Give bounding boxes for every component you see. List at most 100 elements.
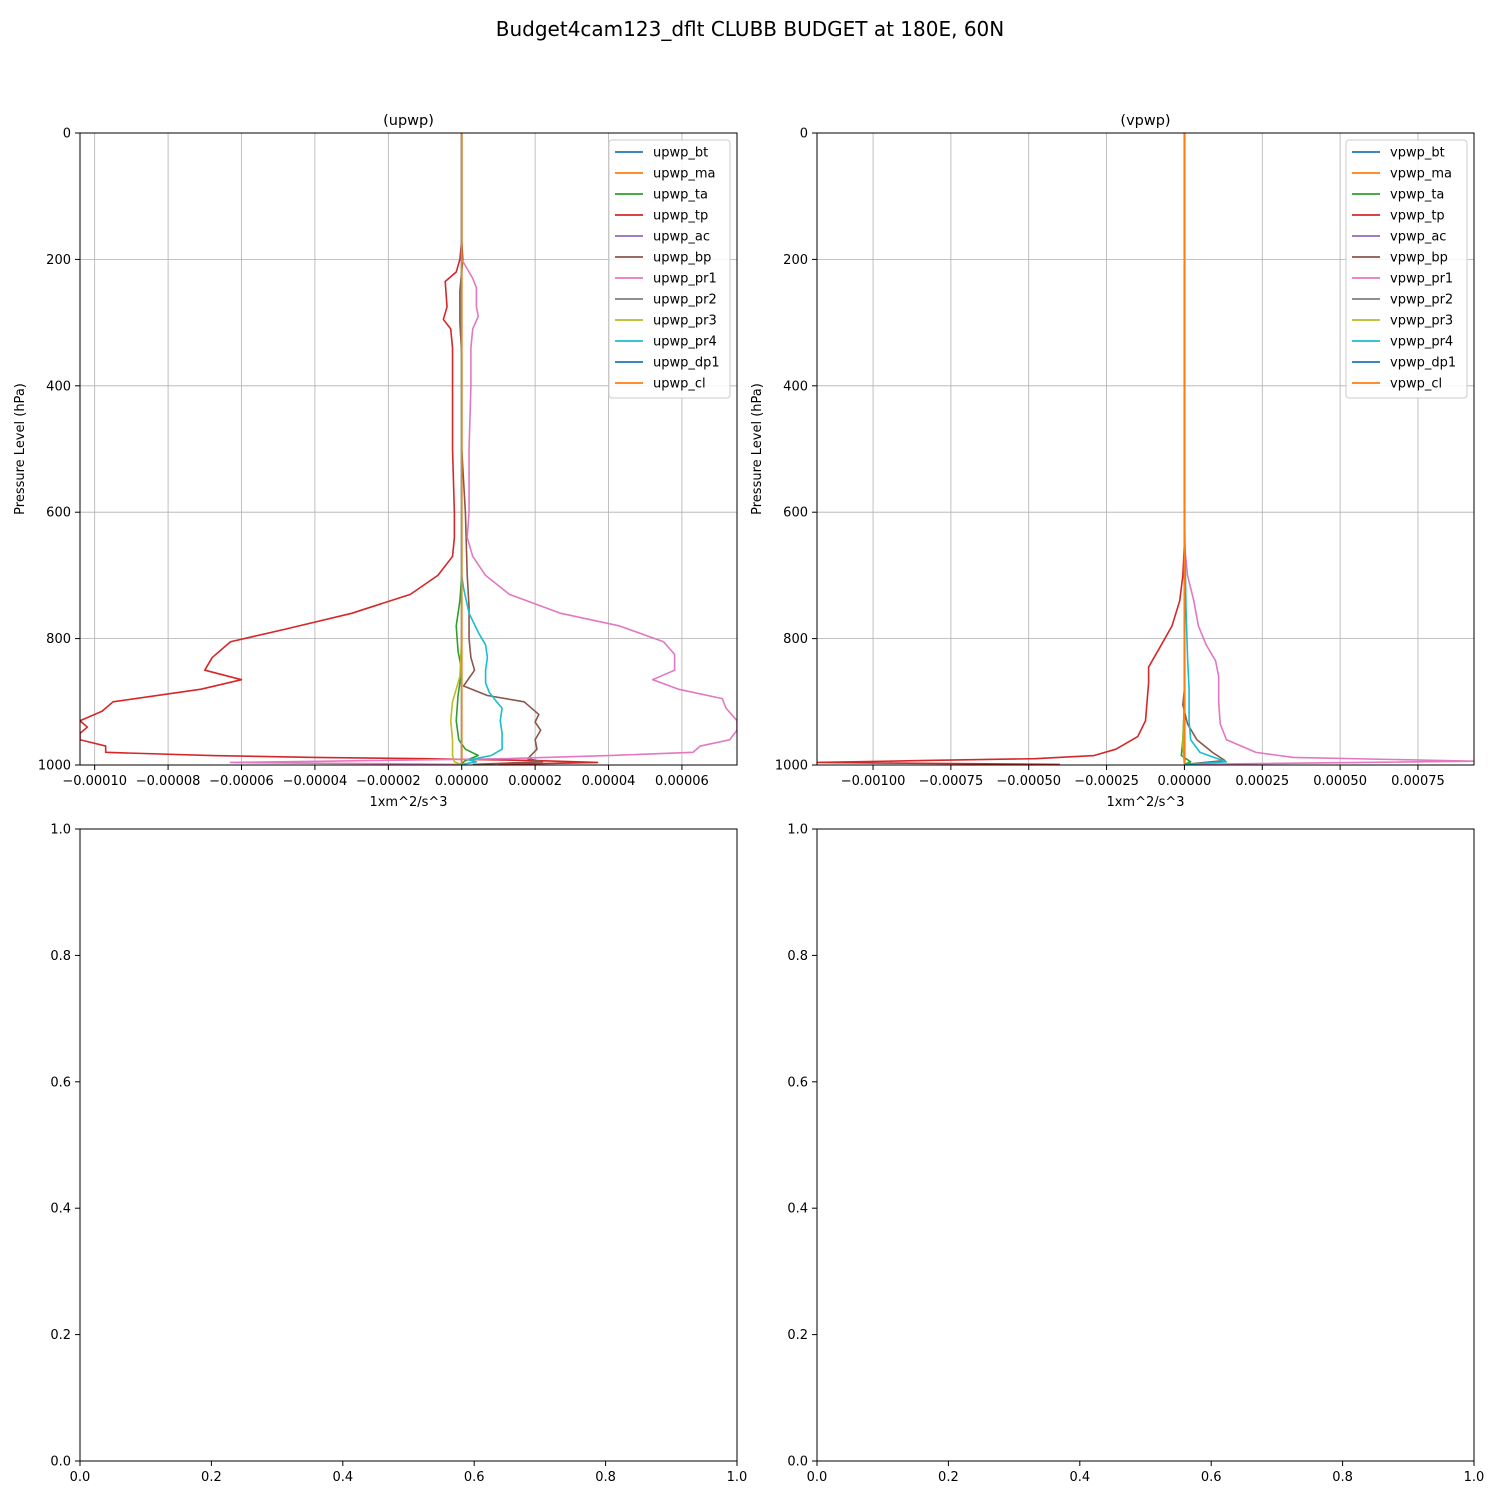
axes-frame <box>816 132 1475 766</box>
x-tick-label: 0.4 <box>332 1470 353 1485</box>
y-tick-label: 600 <box>783 506 808 521</box>
y-tick-label: 200 <box>46 253 71 268</box>
legend-label-vpwp_pr2: vpwp_pr2 <box>1390 293 1453 308</box>
series-line-vpwp_pr1 <box>1183 133 1474 765</box>
y-tick-label: 0 <box>800 127 808 142</box>
legend-label-vpwp_bt: vpwp_bt <box>1390 146 1445 161</box>
subplot-1: −0.00010 −0.00008 −0.00006 −0.00004 −0.00002… <box>13 113 738 810</box>
legend: vpwp_bt vpwp_ma vpwp_ta vpwp_tp vpwp_ac vpwp_… <box>1345 139 1468 399</box>
x-tick-label: −0.00002 <box>356 774 421 789</box>
x-tick-label: −0.00004 <box>283 774 348 789</box>
y-tick-label: 0.8 <box>50 949 71 964</box>
y-axis-label: Pressure Level (hPa) <box>750 383 765 515</box>
x-tick-label: −0.00100 <box>841 774 906 789</box>
x-tick-label: 0.0 <box>807 1470 828 1485</box>
legend-label-upwp_pr3: upwp_pr3 <box>653 314 717 329</box>
y-tick-label: 0.6 <box>50 1075 71 1090</box>
x-tick-label: 1.0 <box>727 1470 748 1485</box>
legend-label-upwp_ma: upwp_ma <box>653 167 716 182</box>
x-tick-label: 0.00004 <box>582 774 636 789</box>
y-tick-label: 1.0 <box>50 823 71 838</box>
x-tick-label: −0.00010 <box>62 774 127 789</box>
legend-label-upwp_pr1: upwp_pr1 <box>653 272 717 287</box>
x-tick-label: 0.2 <box>938 1470 959 1485</box>
legend-label-vpwp_tp: vpwp_tp <box>1390 209 1445 224</box>
y-tick-label: 1000 <box>775 759 808 774</box>
subplot-4: 0.0 0.2 0.4 0.6 0.8 1.0 0.0 0.2 0.4 0.6 0.8 1.0 <box>787 823 1484 1486</box>
legend-label-vpwp_bp: vpwp_bp <box>1390 251 1448 266</box>
tick-marks: −0.00010 −0.00008 −0.00006 −0.00004 −0.00002… <box>38 127 709 790</box>
legend-label-upwp_ta: upwp_ta <box>653 188 708 203</box>
legend-label-vpwp_ac: vpwp_ac <box>1390 230 1446 245</box>
subplot-2: −0.00100 −0.00075 −0.00050 −0.00025 0.00000 0… <box>750 113 1475 810</box>
y-tick-label: 0.4 <box>787 1202 808 1217</box>
legend-label-vpwp_pr1: vpwp_pr1 <box>1390 272 1453 287</box>
series-line-upwp_pr1 <box>229 133 737 765</box>
x-tick-label: 0.00006 <box>655 774 709 789</box>
y-tick-label: 0.2 <box>787 1328 808 1343</box>
legend-label-upwp_bt: upwp_bt <box>653 146 708 161</box>
x-tick-label: 0.4 <box>1069 1470 1090 1485</box>
axes-frame <box>79 132 738 766</box>
legend-label-vpwp_dp1: vpwp_dp1 <box>1390 356 1456 371</box>
x-tick-label: 0.00075 <box>1391 774 1445 789</box>
series-group <box>80 133 737 765</box>
legend-label-upwp_dp1: upwp_dp1 <box>653 356 720 371</box>
x-tick-label: −0.00050 <box>996 774 1061 789</box>
x-tick-label: 0.8 <box>595 1470 616 1485</box>
axes-title: (upwp) <box>383 113 434 129</box>
legend-label-vpwp_ma: vpwp_ma <box>1390 167 1452 182</box>
tick-marks: −0.00100 −0.00075 −0.00050 −0.00025 0.00000 0… <box>775 127 1445 790</box>
legend-label-vpwp_pr4: vpwp_pr4 <box>1390 335 1453 350</box>
y-tick-label: 0.0 <box>787 1455 808 1470</box>
legend-box <box>608 139 731 399</box>
x-tick-label: 0.00000 <box>1158 774 1212 789</box>
legend-label-vpwp_ta: vpwp_ta <box>1390 188 1444 203</box>
x-tick-label: −0.00008 <box>136 774 201 789</box>
x-tick-label: 0.2 <box>201 1470 222 1485</box>
y-tick-label: 800 <box>46 632 71 647</box>
tick-marks: 0.0 0.2 0.4 0.6 0.8 1.0 0.0 0.2 0.4 0.6 0.8 1.0 <box>787 823 1484 1486</box>
series-line-vpwp_tp <box>817 133 1186 765</box>
legend-label-upwp_bp: upwp_bp <box>653 251 711 266</box>
x-tick-label: 1.0 <box>1464 1470 1485 1485</box>
y-tick-label: 800 <box>783 632 808 647</box>
legend-label-upwp_cl: upwp_cl <box>653 377 706 392</box>
x-axis-label: 1xm^2/s^3 <box>1106 795 1184 810</box>
axes-frame <box>79 828 738 1462</box>
x-tick-label: −0.00006 <box>209 774 274 789</box>
axes-title: (vpwp) <box>1120 113 1170 129</box>
y-tick-label: 0.6 <box>787 1075 808 1090</box>
x-tick-label: 0.00000 <box>435 774 489 789</box>
tick-marks: 0.0 0.2 0.4 0.6 0.8 1.0 0.0 0.2 0.4 0.6 0.8 1.0 <box>50 823 747 1486</box>
legend-label-upwp_pr2: upwp_pr2 <box>653 293 717 308</box>
series-group <box>817 133 1474 765</box>
y-tick-label: 0.2 <box>50 1328 71 1343</box>
legend-label-upwp_pr4: upwp_pr4 <box>653 335 717 350</box>
legend: upwp_bt upwp_ma upwp_ta upwp_tp upwp_ac upwp_… <box>608 139 731 399</box>
legend-label-vpwp_pr3: vpwp_pr3 <box>1390 314 1453 329</box>
x-tick-label: 0.6 <box>464 1470 485 1485</box>
y-tick-label: 600 <box>46 506 71 521</box>
y-tick-label: 0.8 <box>787 949 808 964</box>
y-axis-label: Pressure Level (hPa) <box>13 383 28 515</box>
y-tick-label: 1.0 <box>787 823 808 838</box>
x-tick-label: 0.00002 <box>508 774 562 789</box>
series-line-upwp_bp <box>459 133 544 765</box>
x-tick-label: 0.8 <box>1332 1470 1353 1485</box>
series-line-upwp_pr4 <box>460 133 503 765</box>
y-tick-label: 400 <box>46 379 71 394</box>
legend-label-vpwp_cl: vpwp_cl <box>1390 377 1442 392</box>
x-tick-label: 0.00050 <box>1313 774 1367 789</box>
subplot-3: 0.0 0.2 0.4 0.6 0.8 1.0 0.0 0.2 0.4 0.6 0.8 1.0 <box>50 823 747 1486</box>
y-tick-label: 200 <box>783 253 808 268</box>
legend-box <box>1345 139 1468 399</box>
y-tick-label: 1000 <box>38 759 71 774</box>
x-tick-label: −0.00075 <box>919 774 984 789</box>
series-line-upwp_tp <box>80 133 599 765</box>
x-axis-label: 1xm^2/s^3 <box>369 795 447 810</box>
x-tick-label: 0.00025 <box>1235 774 1289 789</box>
y-tick-label: 0 <box>63 127 71 142</box>
